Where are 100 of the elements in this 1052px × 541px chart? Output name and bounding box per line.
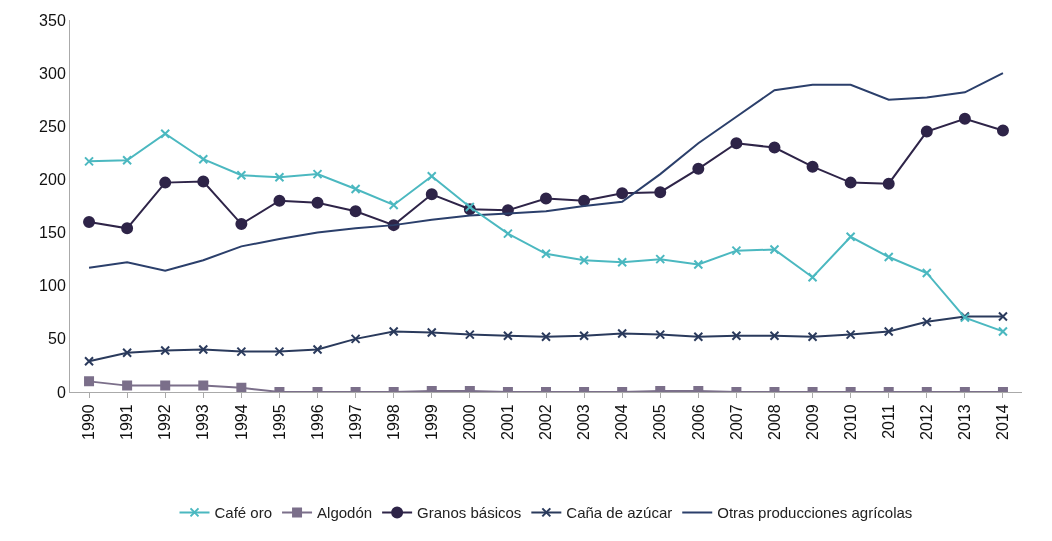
point bbox=[198, 380, 209, 391]
x-tick-label: 2014 bbox=[994, 404, 1012, 440]
point bbox=[579, 330, 590, 341]
point bbox=[844, 176, 857, 189]
point bbox=[236, 170, 247, 181]
x-tick-label: 2001 bbox=[499, 404, 517, 440]
legend-label: Algodón bbox=[317, 504, 373, 522]
point bbox=[921, 316, 932, 327]
point bbox=[426, 327, 437, 338]
point bbox=[541, 248, 551, 259]
point bbox=[274, 172, 285, 183]
y-tick-label: 150 bbox=[39, 224, 66, 242]
point bbox=[312, 169, 323, 180]
point bbox=[769, 244, 780, 255]
point bbox=[426, 171, 437, 182]
point bbox=[160, 345, 171, 356]
point bbox=[731, 245, 742, 256]
y-tick-label: 100 bbox=[39, 277, 66, 295]
x-tick-label: 1999 bbox=[422, 404, 440, 440]
point bbox=[274, 346, 285, 357]
point bbox=[235, 218, 248, 231]
point bbox=[84, 156, 95, 167]
x-tick-label: 2003 bbox=[575, 404, 593, 440]
point bbox=[122, 380, 133, 391]
point bbox=[84, 356, 95, 367]
point bbox=[655, 329, 666, 340]
point bbox=[159, 176, 172, 189]
x-tick-label: 1998 bbox=[384, 404, 402, 440]
point bbox=[122, 155, 133, 166]
x-tick-label: 2013 bbox=[956, 404, 974, 440]
x-tick-label: 2000 bbox=[461, 404, 479, 440]
legend-label: Granos básicos bbox=[417, 504, 522, 522]
point bbox=[616, 187, 629, 200]
point bbox=[996, 124, 1009, 137]
y-tick-label: 50 bbox=[48, 330, 66, 348]
point bbox=[692, 162, 705, 175]
point bbox=[997, 326, 1008, 337]
point bbox=[693, 259, 704, 270]
point bbox=[311, 196, 324, 209]
point bbox=[502, 330, 513, 341]
point bbox=[883, 326, 894, 337]
point bbox=[920, 125, 933, 138]
point bbox=[350, 183, 361, 194]
point bbox=[693, 331, 704, 342]
point bbox=[160, 128, 171, 139]
point bbox=[388, 199, 399, 210]
point bbox=[768, 141, 781, 154]
x-tick-label: 2004 bbox=[613, 404, 631, 440]
point bbox=[579, 255, 590, 266]
point bbox=[502, 228, 513, 239]
point bbox=[236, 382, 247, 392]
y-tick-label: 0 bbox=[56, 383, 66, 401]
x-tick-label: 1991 bbox=[118, 404, 136, 440]
point bbox=[388, 326, 399, 337]
point bbox=[198, 344, 209, 355]
x-tick-label: 2005 bbox=[651, 404, 669, 440]
y-tick-label: 350 bbox=[39, 11, 66, 29]
point bbox=[883, 252, 894, 263]
x-tick-label: 2007 bbox=[727, 404, 745, 440]
x-tick-label: 2012 bbox=[918, 404, 935, 440]
x-tick-label: 2006 bbox=[689, 404, 707, 440]
point bbox=[84, 376, 95, 387]
point bbox=[807, 331, 818, 342]
point bbox=[958, 112, 971, 125]
point bbox=[617, 328, 628, 339]
x-tick-label: 1997 bbox=[346, 404, 364, 440]
point bbox=[997, 311, 1008, 322]
point bbox=[731, 330, 742, 341]
point bbox=[882, 177, 895, 190]
point bbox=[921, 267, 932, 278]
point bbox=[541, 331, 551, 342]
x-tick-label: 1994 bbox=[232, 404, 250, 440]
x-tick-label: 2008 bbox=[765, 404, 783, 440]
point bbox=[236, 346, 247, 357]
point bbox=[121, 222, 134, 235]
legend-label: Café oro bbox=[214, 504, 273, 522]
point bbox=[807, 272, 818, 283]
legend-label: Otras producciones agrícolas bbox=[717, 504, 913, 522]
point bbox=[654, 186, 667, 199]
point bbox=[122, 347, 133, 358]
point bbox=[806, 160, 819, 173]
legend-label: Caña de azúcar bbox=[566, 504, 673, 522]
x-tick-label: 1992 bbox=[156, 404, 174, 440]
x-tick-label: 2010 bbox=[841, 404, 859, 440]
point bbox=[83, 215, 96, 228]
point bbox=[617, 257, 628, 268]
point bbox=[655, 254, 666, 265]
point bbox=[769, 330, 780, 341]
point bbox=[312, 344, 323, 355]
y-tick-label: 250 bbox=[39, 117, 66, 135]
line-series bbox=[88, 72, 1004, 272]
x-tick-label: 2002 bbox=[537, 404, 555, 440]
point bbox=[160, 380, 171, 391]
x-tick-label: 1993 bbox=[194, 404, 212, 440]
point bbox=[845, 329, 856, 340]
point bbox=[845, 231, 856, 242]
x-tick-label: 1995 bbox=[270, 404, 288, 440]
y-tick-label: 300 bbox=[39, 64, 66, 82]
point bbox=[464, 329, 475, 340]
point bbox=[197, 175, 210, 188]
